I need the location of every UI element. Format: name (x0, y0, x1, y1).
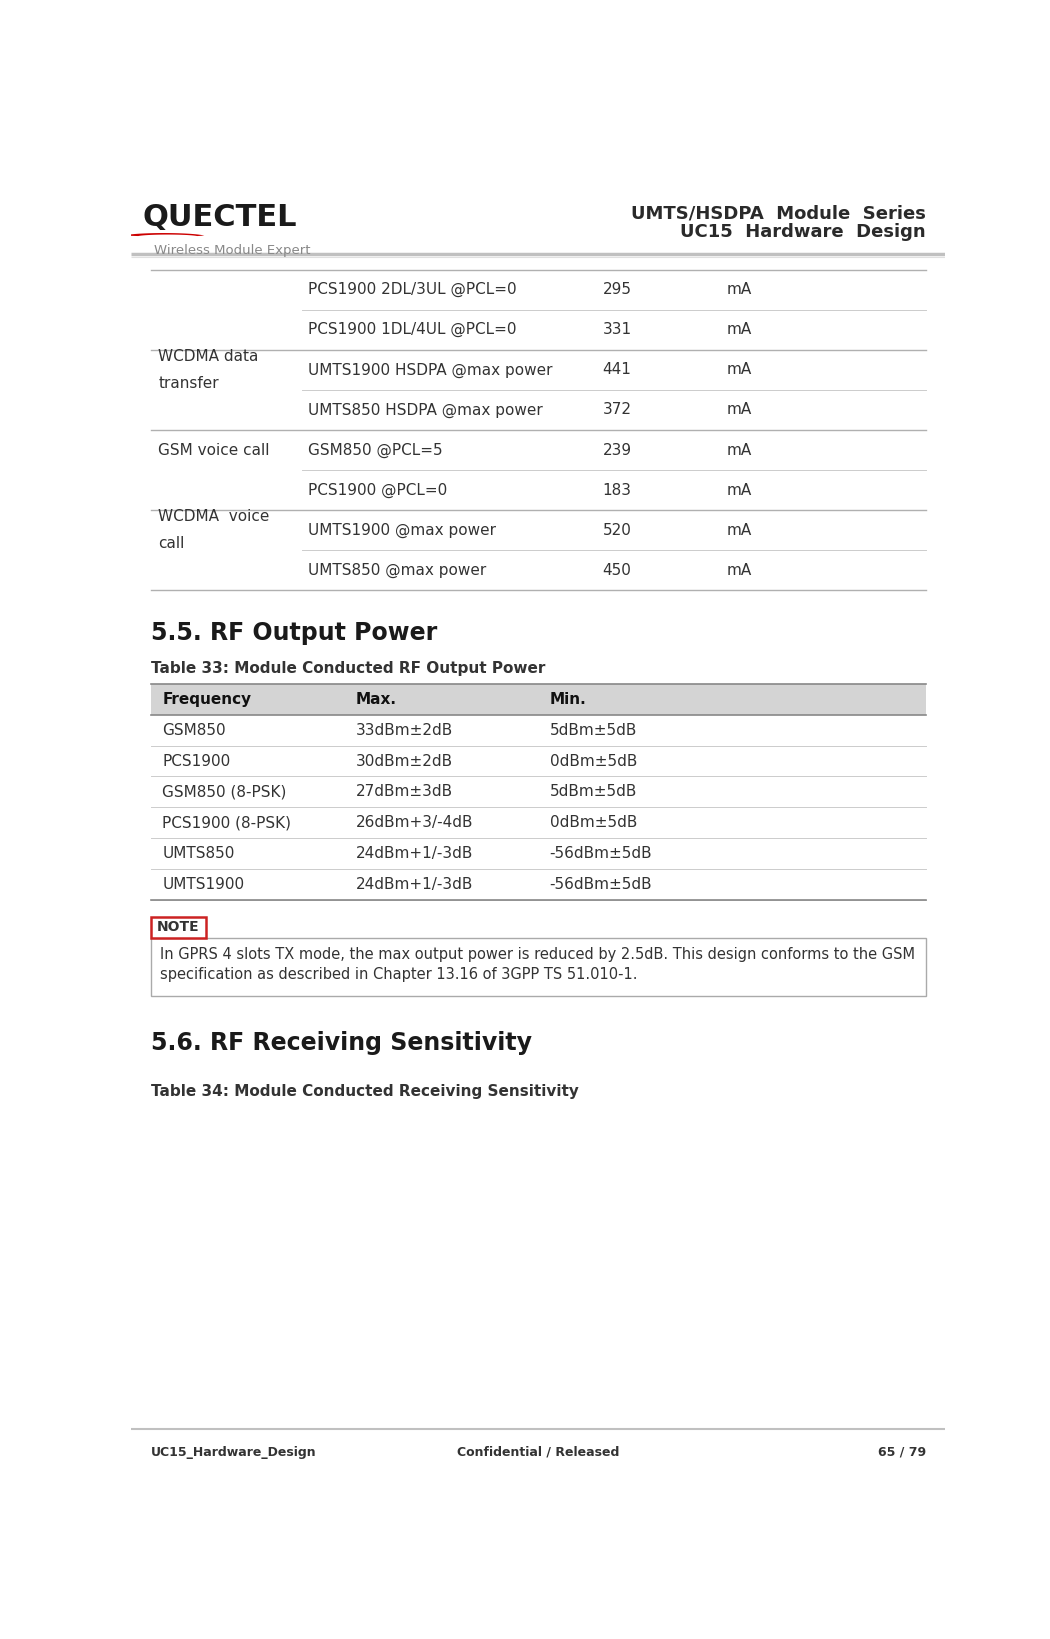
Text: mA: mA (727, 562, 752, 577)
Text: PCS1900 2DL/3UL @PCL=0: PCS1900 2DL/3UL @PCL=0 (308, 282, 517, 297)
Text: mA: mA (727, 282, 752, 297)
Text: Table 33: Module Conducted RF Output Power: Table 33: Module Conducted RF Output Pow… (150, 661, 545, 675)
Text: 5.5. RF Output Power: 5.5. RF Output Power (150, 621, 437, 646)
Text: mA: mA (727, 323, 752, 338)
Text: Max.: Max. (356, 692, 397, 706)
Text: UMTS1900: UMTS1900 (163, 877, 245, 892)
Text: 0dBm±5dB: 0dBm±5dB (550, 754, 637, 769)
Text: 183: 183 (603, 482, 631, 498)
Text: Frequency: Frequency (163, 692, 251, 706)
Text: GSM850: GSM850 (163, 723, 226, 738)
Text: Confidential / Released: Confidential / Released (457, 1446, 620, 1459)
Text: 5dBm±5dB: 5dBm±5dB (550, 723, 637, 738)
Text: WCDMA data
transfer: WCDMA data transfer (159, 349, 258, 392)
Text: 441: 441 (603, 362, 631, 377)
Text: UMTS850 HSDPA @max power: UMTS850 HSDPA @max power (308, 402, 543, 418)
Text: UC15  Hardware  Design: UC15 Hardware Design (680, 223, 926, 241)
Text: 0dBm±5dB: 0dBm±5dB (550, 815, 637, 831)
Text: mA: mA (727, 482, 752, 498)
Text: PCS1900 @PCL=0: PCS1900 @PCL=0 (308, 482, 447, 498)
Text: 24dBm+1/-3dB: 24dBm+1/-3dB (356, 877, 474, 892)
Text: GSM voice call: GSM voice call (159, 443, 270, 457)
Bar (150, 938, 926, 997)
Text: 30dBm±2dB: 30dBm±2dB (356, 754, 454, 769)
Text: UC15_Hardware_Design: UC15_Hardware_Design (150, 1446, 316, 1459)
Text: 239: 239 (603, 443, 632, 457)
Text: specification as described in Chapter 13.16 of 3GPP TS 51.010-1.: specification as described in Chapter 13… (160, 967, 637, 982)
Text: NOTE: NOTE (158, 921, 200, 934)
Text: 295: 295 (603, 282, 631, 297)
Text: mA: mA (727, 443, 752, 457)
Text: 5dBm±5dB: 5dBm±5dB (550, 785, 637, 800)
Text: PCS1900: PCS1900 (163, 754, 231, 769)
Text: mA: mA (727, 523, 752, 538)
Text: 5.6. RF Receiving Sensitivity: 5.6. RF Receiving Sensitivity (150, 1031, 531, 1054)
Bar (150, 683, 926, 715)
Text: GSM850 @PCL=5: GSM850 @PCL=5 (308, 443, 443, 457)
Text: 27dBm±3dB: 27dBm±3dB (356, 785, 454, 800)
Text: QUECTEL: QUECTEL (143, 203, 297, 231)
Polygon shape (123, 233, 205, 236)
Text: 372: 372 (603, 403, 631, 418)
Text: UMTS1900 HSDPA @max power: UMTS1900 HSDPA @max power (308, 362, 552, 377)
Text: WCDMA  voice
call: WCDMA voice call (159, 510, 270, 551)
Text: 450: 450 (603, 562, 631, 577)
Text: Table 34: Module Conducted Receiving Sensitivity: Table 34: Module Conducted Receiving Sen… (150, 1085, 579, 1100)
Text: UMTS/HSDPA  Module  Series: UMTS/HSDPA Module Series (631, 205, 926, 223)
Text: Min.: Min. (550, 692, 587, 706)
Text: UMTS1900 @max power: UMTS1900 @max power (308, 523, 496, 538)
Text: In GPRS 4 slots TX mode, the max output power is reduced by 2.5dB. This design c: In GPRS 4 slots TX mode, the max output … (160, 947, 915, 962)
Text: 65 / 79: 65 / 79 (878, 1446, 926, 1459)
Text: -56dBm±5dB: -56dBm±5dB (550, 877, 652, 892)
Text: UMTS850 @max power: UMTS850 @max power (308, 562, 486, 577)
Text: UMTS850: UMTS850 (163, 846, 234, 860)
Text: PCS1900 1DL/4UL @PCL=0: PCS1900 1DL/4UL @PCL=0 (308, 323, 517, 338)
Text: 33dBm±2dB: 33dBm±2dB (356, 723, 454, 738)
Text: 520: 520 (603, 523, 631, 538)
Text: GSM850 (8-PSK): GSM850 (8-PSK) (163, 785, 287, 800)
Text: PCS1900 (8-PSK): PCS1900 (8-PSK) (163, 815, 291, 831)
Text: -56dBm±5dB: -56dBm±5dB (550, 846, 652, 860)
Text: 331: 331 (603, 323, 632, 338)
Text: mA: mA (727, 403, 752, 418)
Text: 24dBm+1/-3dB: 24dBm+1/-3dB (356, 846, 474, 860)
Text: Wireless Module Expert: Wireless Module Expert (154, 244, 311, 257)
Text: 26dBm+3/-4dB: 26dBm+3/-4dB (356, 815, 474, 831)
Text: mA: mA (727, 362, 752, 377)
Bar (150, 916, 207, 938)
